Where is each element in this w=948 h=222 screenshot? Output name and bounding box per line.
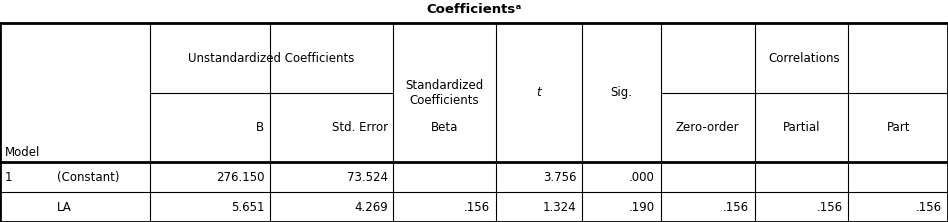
Text: Partial: Partial (783, 121, 820, 134)
Text: Coefficientsᵃ: Coefficientsᵃ (427, 3, 521, 16)
Text: .156: .156 (916, 200, 942, 214)
Text: 3.756: 3.756 (543, 170, 576, 184)
Text: .156: .156 (464, 200, 490, 214)
Text: 276.150: 276.150 (216, 170, 264, 184)
Text: Part: Part (886, 121, 910, 134)
Text: t: t (537, 86, 541, 99)
Text: Zero-order: Zero-order (676, 121, 739, 134)
Text: LA: LA (57, 200, 72, 214)
Text: .190: .190 (629, 200, 655, 214)
Text: Correlations: Correlations (769, 52, 840, 65)
Text: 73.524: 73.524 (347, 170, 388, 184)
Text: 5.651: 5.651 (231, 200, 264, 214)
Text: .156: .156 (816, 200, 843, 214)
Text: B: B (256, 121, 264, 134)
Text: (Constant): (Constant) (57, 170, 119, 184)
Text: Model: Model (5, 146, 40, 159)
Text: Standardized
Coefficients: Standardized Coefficients (406, 79, 483, 107)
Text: .156: .156 (722, 200, 749, 214)
Text: .000: .000 (629, 170, 655, 184)
Text: 1.324: 1.324 (543, 200, 576, 214)
Text: Sig.: Sig. (611, 86, 632, 99)
Text: Beta: Beta (431, 121, 458, 134)
Text: Unstandardized Coefficients: Unstandardized Coefficients (189, 52, 355, 65)
Text: 4.269: 4.269 (354, 200, 388, 214)
Text: 1: 1 (5, 170, 12, 184)
Text: Std. Error: Std. Error (332, 121, 388, 134)
